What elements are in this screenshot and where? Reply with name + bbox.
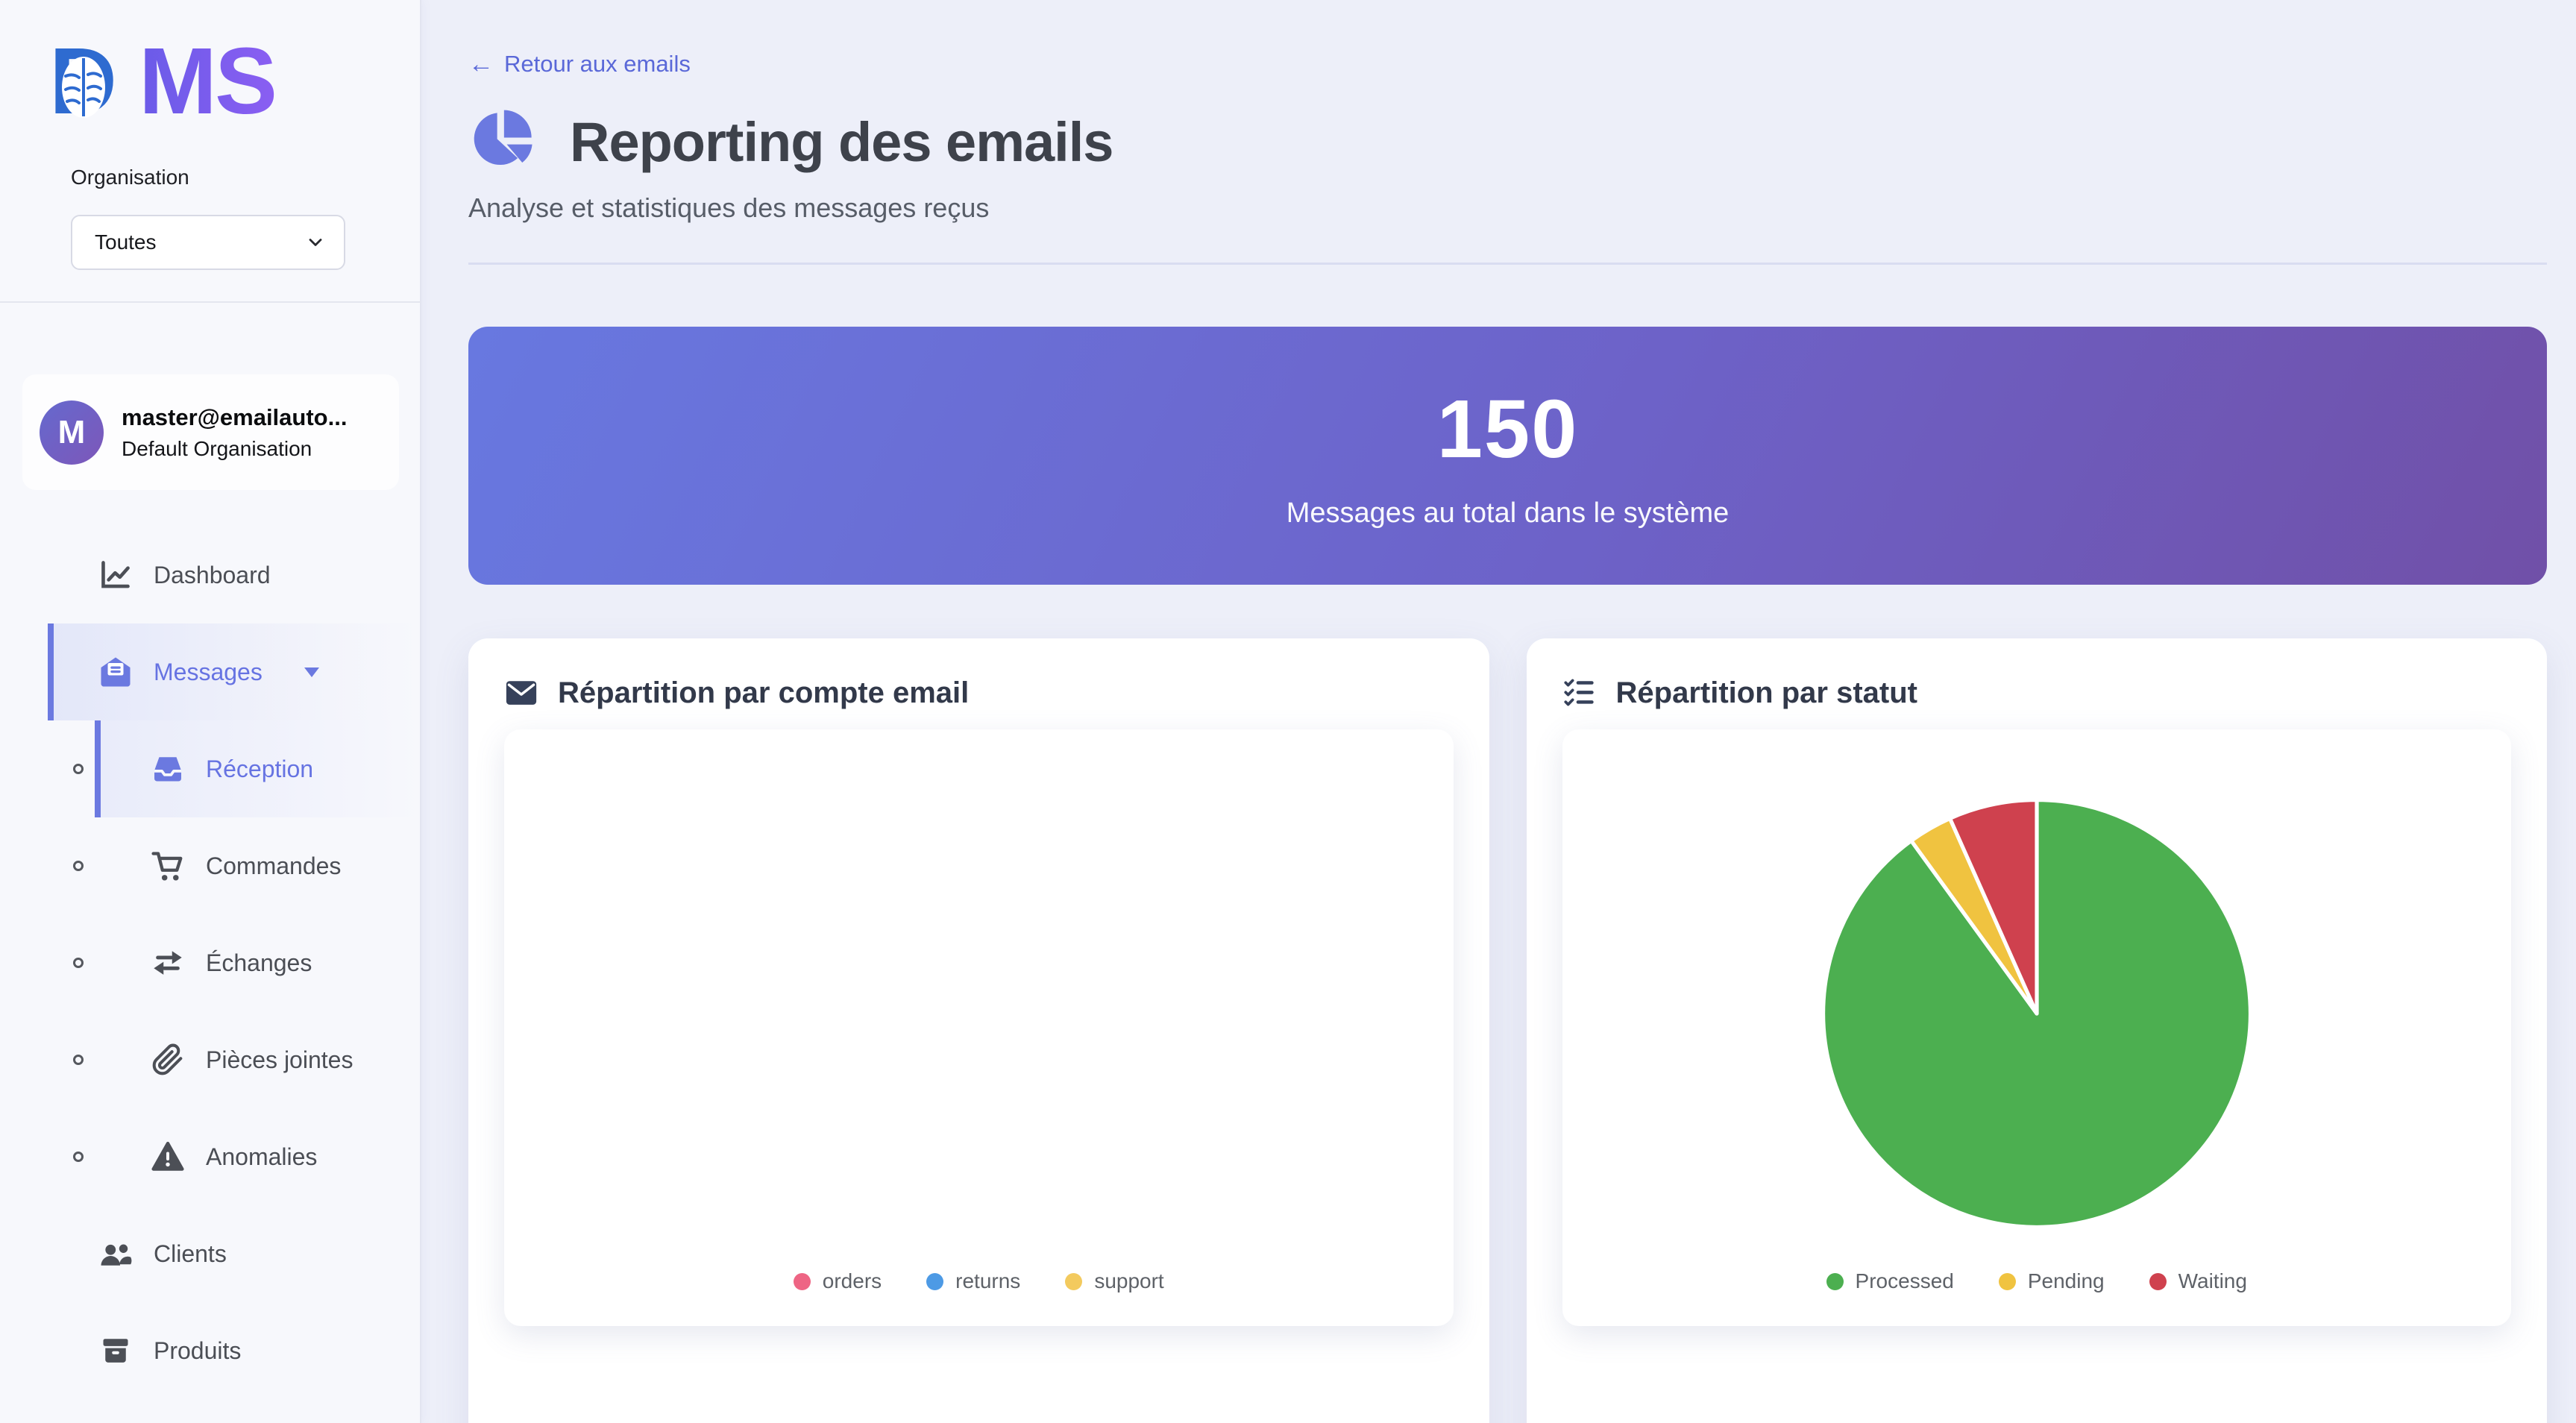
legend-item[interactable]: Pending xyxy=(1998,1269,2105,1293)
sidebar-item-messages[interactable]: Messages xyxy=(0,623,420,720)
legend-item[interactable]: Waiting xyxy=(2149,1269,2247,1293)
arrows-swap-icon xyxy=(149,946,186,980)
back-link[interactable]: ← Retour aux emails xyxy=(468,50,691,78)
card-status-title: Répartition par statut xyxy=(1615,676,1917,709)
sidebar-item-reception[interactable]: Réception xyxy=(0,720,420,817)
sidebar-item-commandes[interactable]: Commandes xyxy=(0,817,420,914)
legend-item[interactable]: orders xyxy=(793,1269,882,1293)
legend-dot xyxy=(2149,1272,2167,1290)
paperclip-icon xyxy=(149,1043,186,1076)
sidebar-item-dashboard[interactable]: Dashboard xyxy=(0,527,420,623)
box-icon xyxy=(97,1334,134,1367)
envelope-open-icon xyxy=(97,654,134,690)
back-arrow-icon: ← xyxy=(468,50,494,78)
accounts-legend: orders returns support xyxy=(504,1269,1454,1293)
total-banner: 150 Messages au total dans le système xyxy=(468,327,2547,585)
user-card: M master@emailauto... Default Organisati… xyxy=(22,374,399,490)
header-divider xyxy=(468,263,2547,265)
status-pie-chart[interactable] xyxy=(1817,794,2257,1234)
envelope-icon xyxy=(506,681,537,705)
cart-icon xyxy=(149,849,186,883)
status-chart-area: Processed Pending Waiting xyxy=(1562,729,2512,1326)
card-accounts-title: Répartition par compte email xyxy=(558,676,970,709)
legend-dot xyxy=(1998,1272,2016,1290)
sidebar-item-clients[interactable]: Clients xyxy=(0,1205,420,1302)
card-accounts: Répartition par compte email orders retu… xyxy=(468,638,1489,1423)
user-organisation: Default Organisation xyxy=(122,436,312,460)
page-subtitle: Analyse et statistiques des messages reç… xyxy=(468,192,990,223)
total-label: Messages au total dans le système xyxy=(1286,497,1730,529)
sub-item-bullet xyxy=(73,861,84,871)
user-email: master@emailauto... xyxy=(122,403,348,430)
caret-down-icon xyxy=(304,667,319,677)
legend-dot xyxy=(1826,1272,1844,1290)
organisation-label: Organisation xyxy=(71,166,189,189)
organisation-select-value: Toutes xyxy=(95,230,157,254)
organisation-select[interactable]: Toutes xyxy=(71,215,345,270)
sub-item-bullet xyxy=(73,958,84,968)
main-content: ← Retour aux emails Reporting des emails… xyxy=(421,0,2576,1423)
sub-item-bullet xyxy=(73,764,84,774)
charts-row: Répartition par compte email orders retu… xyxy=(468,638,2547,1423)
chart-pie-icon xyxy=(474,110,533,166)
sidebar-item-produits[interactable]: Produits xyxy=(0,1302,420,1399)
page-header: Reporting des emails xyxy=(468,107,2547,176)
sidebar-item-echanges[interactable]: Échanges xyxy=(0,914,420,1011)
legend-dot xyxy=(1065,1272,1083,1290)
legend-dot xyxy=(793,1272,811,1290)
sidebar-item-transporteurs[interactable]: Transporteurs xyxy=(0,1399,420,1423)
legend-item[interactable]: support xyxy=(1065,1269,1164,1293)
accounts-chart-area: orders returns support xyxy=(504,729,1454,1326)
legend-dot xyxy=(926,1272,944,1290)
sidebar: D MS Organisation Toutes M master@emaila… xyxy=(0,0,421,1423)
chevron-down-icon xyxy=(309,239,322,246)
sidebar-nav: Dashboard Messages xyxy=(0,527,420,1423)
logo-letter-d: D xyxy=(49,28,139,133)
warning-icon xyxy=(149,1140,186,1174)
sidebar-header: D MS Organisation Toutes xyxy=(0,0,420,303)
users-icon xyxy=(97,1236,134,1272)
status-legend: Processed Pending Waiting xyxy=(1562,1269,2512,1293)
page-title: Reporting des emails xyxy=(570,110,1113,173)
chart-line-icon xyxy=(97,558,134,592)
sub-item-bullet xyxy=(73,1055,84,1065)
total-value: 150 xyxy=(1436,383,1579,475)
brain-icon xyxy=(62,57,105,118)
logo-letters-ms: MS xyxy=(139,28,277,133)
sidebar-item-anomalies[interactable]: Anomalies xyxy=(0,1108,420,1205)
sidebar-item-pieces-jointes[interactable]: Pièces jointes xyxy=(0,1011,420,1108)
avatar: M xyxy=(40,400,104,465)
legend-item[interactable]: returns xyxy=(926,1269,1020,1293)
list-check-icon xyxy=(1563,679,1594,706)
sub-item-bullet xyxy=(73,1152,84,1162)
card-status: Répartition par statut Processed Pending xyxy=(1526,638,2547,1423)
inbox-icon xyxy=(149,752,186,786)
app-logo: D MS xyxy=(49,22,277,140)
legend-item[interactable]: Processed xyxy=(1826,1269,1954,1293)
